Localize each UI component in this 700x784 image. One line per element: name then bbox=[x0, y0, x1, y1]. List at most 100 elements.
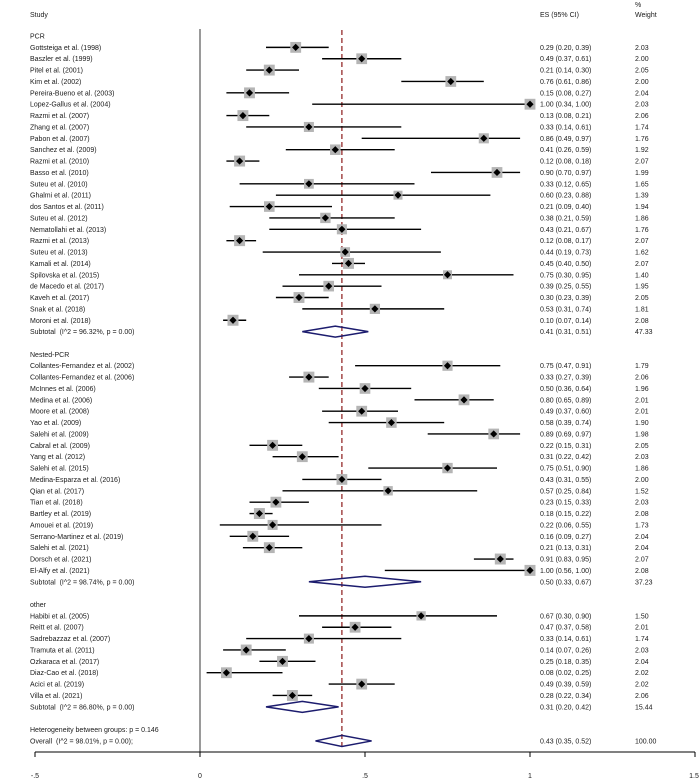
point-estimate-marker bbox=[490, 430, 498, 438]
weight-label: 2.05 bbox=[635, 443, 649, 450]
study-label: de Macedo et al. (2017) bbox=[30, 284, 104, 291]
study-row: Nematollahi et al. (2013) 0.43 (0.21, 0.6… bbox=[30, 224, 649, 235]
point-estimate-marker bbox=[384, 487, 392, 495]
point-estimate-marker bbox=[236, 237, 244, 245]
weight-label: 1.98 bbox=[635, 431, 649, 438]
study-row: Tian et al. (2018) 0.23 (0.15, 0.33) 2.03 bbox=[30, 496, 649, 508]
point-estimate-marker bbox=[341, 248, 349, 256]
study-label: Baszler et al. (1999) bbox=[30, 56, 93, 63]
study-row: Pabon et al. (2007) 0.86 (0.49, 0.97) 1.76 bbox=[30, 133, 649, 144]
es-ci-label: 0.33 (0.12, 0.65) bbox=[540, 181, 591, 188]
subtotal-diamond bbox=[308, 575, 422, 589]
weight-label: 1.40 bbox=[635, 272, 649, 279]
weight-label: 47.33 bbox=[635, 329, 653, 336]
study-row: Pitel et al. (2001) 0.21 (0.14, 0.30) 2.05 bbox=[30, 64, 649, 76]
es-ci-label: 0.12 (0.08, 0.17) bbox=[540, 238, 591, 245]
subgroup: PCR Gottsteiga et al. (1998) 0.29 (0.20, 0… bbox=[30, 34, 653, 338]
subtotal-label: Subtotal (I^2 = 86.80%, p = 0.00) bbox=[30, 704, 134, 711]
study-row: Suteu et al. (2013) 0.44 (0.19, 0.73) 1.62 bbox=[30, 247, 649, 257]
weight-label: 2.07 bbox=[635, 557, 649, 564]
es-ci-label: 0.21 (0.14, 0.30) bbox=[540, 68, 591, 75]
point-estimate-marker bbox=[249, 532, 257, 540]
study-row: Habibi et al. (2005) 0.67 (0.30, 0.90) 1.5… bbox=[30, 611, 649, 621]
es-ci-label: 0.47 (0.37, 0.58) bbox=[540, 625, 591, 632]
es-ci-label: 0.49 (0.37, 0.60) bbox=[540, 409, 591, 416]
es-ci-label: 0.25 (0.18, 0.35) bbox=[540, 659, 591, 666]
x-axis: -.5 0 .5 1 1.5 bbox=[31, 751, 699, 780]
es-ci-label: 0.44 (0.19, 0.73) bbox=[540, 250, 591, 257]
study-row: Diaz-Cao et al. (2018) 0.08 (0.02, 0.25) 2… bbox=[30, 667, 649, 679]
point-estimate-marker bbox=[371, 305, 379, 313]
es-ci-label: 0.41 (0.31, 0.51) bbox=[540, 329, 591, 336]
point-estimate-marker bbox=[265, 66, 273, 74]
weight-label: 1.90 bbox=[635, 420, 649, 427]
study-label: Nematollahi et al. (2013) bbox=[30, 227, 106, 234]
study-row: McInnes et al. (2006) 0.50 (0.36, 0.64) 1.… bbox=[30, 383, 649, 394]
weight-label: 1.81 bbox=[635, 306, 649, 313]
es-ci-label: 0.15 (0.08, 0.27) bbox=[540, 90, 591, 97]
point-estimate-marker bbox=[358, 55, 366, 63]
study-row: Moore et al. (2008) 0.49 (0.37, 0.60) 2.01 bbox=[30, 405, 649, 417]
study-row: Spilovska et al. (2015) 0.75 (0.30, 0.95)… bbox=[30, 270, 649, 279]
study-label: Kim et al. (2002) bbox=[30, 79, 81, 86]
study-row: Pereira-Bueno et al. (2003) 0.15 (0.08, 0… bbox=[30, 87, 649, 99]
study-label: Spilovska et al. (2015) bbox=[30, 272, 99, 279]
point-estimate-marker bbox=[338, 225, 346, 233]
weight-label: 1.39 bbox=[635, 193, 649, 200]
point-estimate-marker bbox=[305, 373, 313, 381]
es-ci-label: 0.16 (0.09, 0.27) bbox=[540, 534, 591, 541]
study-row: Dorsch et al. (2021) 0.91 (0.83, 0.95) 2.0… bbox=[30, 553, 649, 565]
es-ci-label: 0.33 (0.14, 0.61) bbox=[540, 124, 591, 131]
group-label: Nested-PCR bbox=[30, 352, 69, 359]
study-row: Razmi et al. (2007) 0.13 (0.08, 0.21) 2.06 bbox=[30, 110, 649, 122]
study-label: Sadrebazzaz et al. (2007) bbox=[30, 636, 110, 643]
x-tick-label: 1 bbox=[528, 773, 532, 780]
study-label: Tian et al. (2018) bbox=[30, 500, 83, 507]
es-ci-label: 0.91 (0.83, 0.95) bbox=[540, 557, 591, 564]
study-label: Qian et al. (2017) bbox=[30, 488, 84, 495]
subtotal-diamond bbox=[302, 325, 369, 338]
study-label: Medina et al. (2006) bbox=[30, 397, 92, 404]
study-label: El-Alfy et al. (2021) bbox=[30, 568, 90, 575]
study-row: Bartley et al. (2019) 0.18 (0.15, 0.22) 2.… bbox=[30, 508, 649, 520]
weight-label: 2.03 bbox=[635, 500, 649, 507]
study-column-header: Study bbox=[30, 12, 48, 19]
study-label: Acici et al. (2019) bbox=[30, 682, 84, 689]
study-row: Villa et al. (2021) 0.28 (0.22, 0.34) 2.06 bbox=[30, 690, 649, 701]
study-label: Kamali et al. (2014) bbox=[30, 261, 91, 268]
es-ci-label: 0.43 (0.21, 0.67) bbox=[540, 227, 591, 234]
weight-label: 2.03 bbox=[635, 454, 649, 461]
heterogeneity-label: Heterogeneity between groups: p = 0.146 bbox=[30, 727, 159, 734]
overall-diamond bbox=[315, 734, 372, 748]
study-label: dos Santos et al. (2011) bbox=[30, 204, 104, 211]
weight-label: 37.23 bbox=[635, 579, 653, 586]
es-ci-label: 0.43 (0.31, 0.55) bbox=[540, 477, 591, 484]
es-ci-label: 0.33 (0.27, 0.39) bbox=[540, 375, 591, 382]
point-estimate-marker bbox=[292, 43, 300, 51]
weight-label: 2.04 bbox=[635, 659, 649, 666]
weight-label: 1.99 bbox=[635, 170, 649, 177]
x-tick-label: 1.5 bbox=[689, 773, 699, 780]
point-estimate-marker bbox=[361, 384, 369, 393]
point-estimate-marker bbox=[278, 657, 287, 665]
study-label: Medina-Esparza et al. (2016) bbox=[30, 477, 120, 484]
x-tick-label: -.5 bbox=[31, 773, 39, 780]
study-label: Ozkaraca et al. (2017) bbox=[30, 659, 99, 666]
study-row: Yao et al. (2009) 0.58 (0.39, 0.74) 1.90 bbox=[30, 417, 649, 428]
study-label: Kaveh et al. (2017) bbox=[30, 295, 89, 302]
study-label: Villa et al. (2021) bbox=[30, 693, 82, 700]
es-column-header: ES (95% CI) bbox=[540, 12, 579, 19]
study-row: Suteu et al. (2012) 0.38 (0.21, 0.59) 1.86 bbox=[30, 212, 649, 224]
study-label: Dorsch et al. (2021) bbox=[30, 557, 91, 564]
study-row: Zhang et al. (2007) 0.33 (0.14, 0.61) 1.74 bbox=[30, 121, 649, 132]
study-label: Moroni et al. (2018) bbox=[30, 318, 91, 325]
point-estimate-marker bbox=[245, 89, 254, 97]
es-ci-label: 0.39 (0.25, 0.55) bbox=[540, 284, 591, 291]
point-estimate-marker bbox=[272, 498, 280, 506]
point-estimate-marker bbox=[255, 509, 263, 518]
weight-label: 2.01 bbox=[635, 409, 649, 416]
study-row: Kim et al. (2002) 0.76 (0.61, 0.86) 2.00 bbox=[30, 76, 649, 87]
study-row: Tramuta et al. (2011) 0.14 (0.07, 0.26) 2.… bbox=[30, 644, 649, 656]
study-label: Cabral et al. (2009) bbox=[30, 443, 90, 450]
study-row: Kaveh et al. (2017) 0.30 (0.23, 0.39) 2.05 bbox=[30, 292, 649, 303]
